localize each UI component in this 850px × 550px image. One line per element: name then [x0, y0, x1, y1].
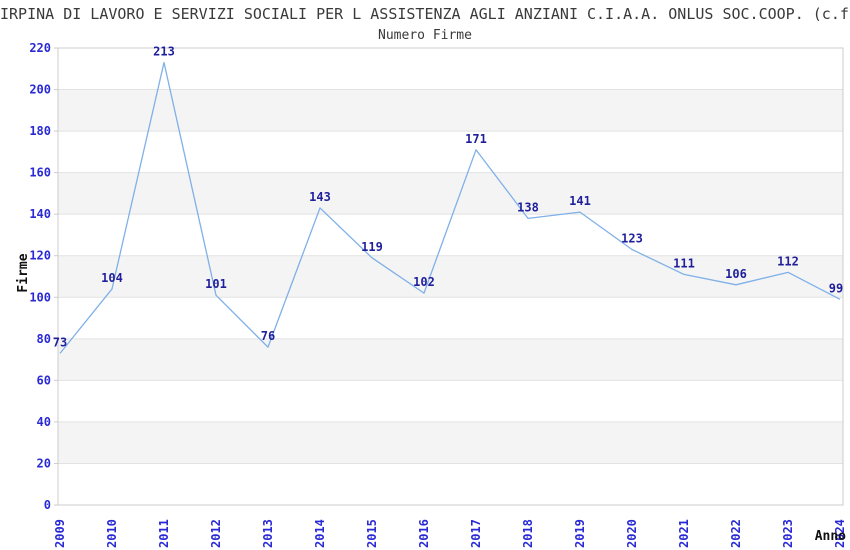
x-tick-label: 2022	[729, 519, 743, 548]
chart-subtitle: Numero Firme	[378, 28, 472, 43]
plot-band	[58, 89, 843, 132]
y-axis-title: Firme	[16, 253, 31, 292]
point-label: 99	[829, 281, 843, 295]
point-label: 104	[101, 271, 123, 285]
x-tick-label: 2010	[105, 519, 119, 548]
data-line	[59, 61, 841, 354]
point-label: 101	[205, 277, 227, 291]
plot-band	[58, 421, 843, 464]
x-tick-label: 2016	[417, 519, 431, 548]
point-label: 76	[261, 329, 275, 343]
plot-band	[58, 338, 843, 381]
y-tick-label: 60	[37, 373, 51, 387]
x-tick-label: 2019	[573, 519, 587, 548]
point-label: 138	[517, 200, 539, 214]
y-tick-label: 0	[44, 498, 51, 512]
y-tick-label: 220	[29, 41, 51, 55]
x-tick-label: 2020	[625, 519, 639, 548]
y-tick-label: 180	[29, 124, 51, 138]
x-axis-title: Anno	[815, 529, 846, 544]
point-label: 106	[725, 267, 747, 281]
x-tick-label: 2012	[209, 519, 223, 548]
y-tick-label: 40	[37, 415, 51, 429]
plot-band	[58, 172, 843, 215]
x-tick-label: 2024	[833, 519, 847, 548]
x-tick-label: 2009	[53, 519, 67, 548]
point-label: 143	[309, 190, 331, 204]
point-label: 123	[621, 231, 643, 245]
point-label: 73	[53, 335, 67, 349]
y-tick-label: 20	[37, 456, 51, 470]
chart-title: IRPINA DI LAVORO E SERVIZI SOCIALI PER L…	[0, 5, 849, 23]
point-label: 171	[465, 132, 487, 146]
x-tick-label: 2013	[261, 519, 275, 548]
x-tick-label: 2018	[521, 519, 535, 548]
y-tick-label: 200	[29, 83, 51, 97]
point-label: 141	[569, 194, 591, 208]
x-tick-label: 2011	[157, 519, 171, 548]
x-tick-label: 2015	[365, 519, 379, 548]
plot-border	[57, 47, 844, 506]
x-tick-label: 2017	[469, 519, 483, 548]
y-tick-label: 80	[37, 332, 51, 346]
x-tick-label: 2014	[313, 519, 327, 548]
point-label: 112	[777, 254, 799, 268]
y-tick-label: 160	[29, 166, 51, 180]
y-tick-label: 120	[29, 249, 51, 263]
y-tick-label: 100	[29, 290, 51, 304]
x-tick-label: 2021	[677, 519, 691, 548]
point-label: 119	[361, 240, 383, 254]
y-tick-label: 140	[29, 207, 51, 221]
x-tick-label: 2023	[781, 519, 795, 548]
point-label: 111	[673, 256, 695, 270]
point-label: 213	[153, 45, 175, 59]
point-label: 102	[413, 275, 435, 289]
plot-band	[58, 255, 843, 298]
